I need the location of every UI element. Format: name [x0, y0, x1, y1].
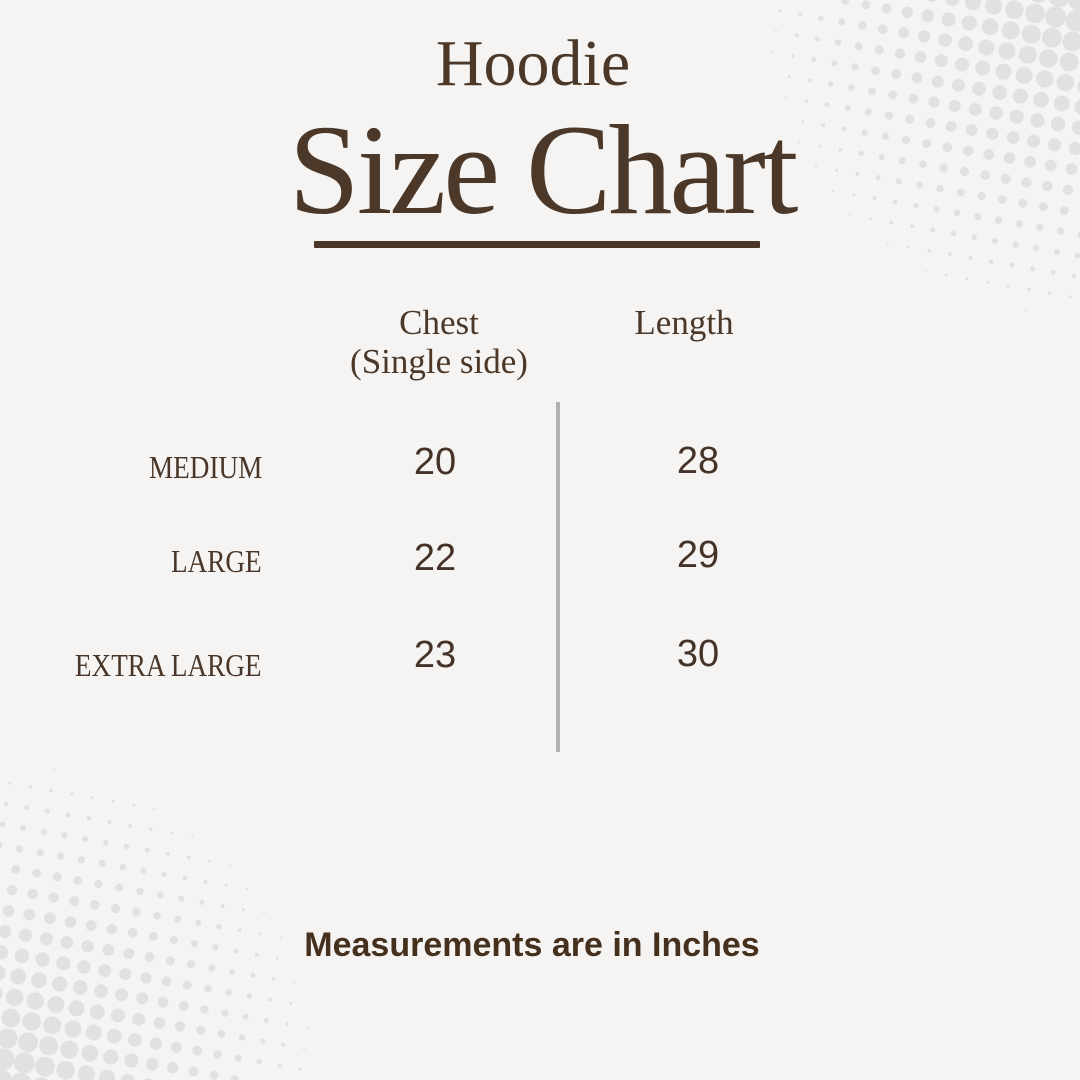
page-title: Size Chart: [288, 99, 799, 241]
column-header-chest: Chest (Single side): [350, 303, 528, 381]
size-label-large: LARGE: [171, 543, 262, 579]
units-note: Measurements are in Inches: [304, 926, 760, 964]
product-name: Hoodie: [435, 27, 631, 100]
halftone-dots-bottom-left: [0, 768, 309, 1080]
title-underline: [314, 241, 760, 248]
size-label-extra-large: EXTRA LARGE: [75, 647, 262, 683]
chest-value-extra-large: 23: [413, 634, 457, 676]
chest-value-medium: 20: [413, 441, 457, 483]
length-value-extra-large: 30: [676, 633, 720, 675]
size-label-medium: MEDIUM: [148, 449, 262, 485]
length-value-medium: 28: [676, 440, 720, 482]
halftone-dots-top-right: [771, 0, 1080, 312]
chest-header-line1: Chest: [399, 303, 479, 342]
chest-value-large: 22: [413, 537, 457, 579]
column-header-length: Length: [634, 303, 734, 342]
column-divider-line: [556, 402, 560, 752]
length-value-large: 29: [676, 534, 720, 576]
chest-header-line2: (Single side): [350, 342, 528, 382]
